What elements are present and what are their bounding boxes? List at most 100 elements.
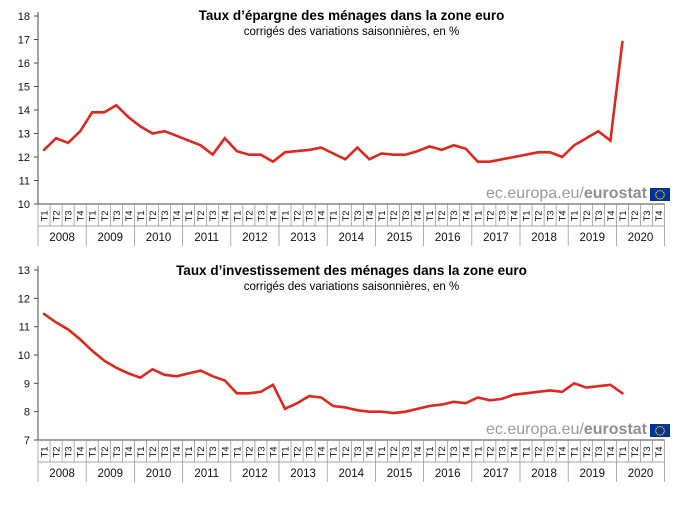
quarter-label: T2 <box>437 210 448 221</box>
year-label: 2014 <box>339 468 365 480</box>
y-tick-label: 9 <box>24 378 30 390</box>
year-label: 2008 <box>49 468 75 480</box>
quarter-label: T2 <box>485 446 496 457</box>
quarter-label: T2 <box>196 210 207 221</box>
quarter-label: T2 <box>100 210 111 221</box>
quarter-label: T4 <box>76 446 87 457</box>
year-label: 2017 <box>483 468 509 480</box>
quarter-label: T3 <box>160 210 171 221</box>
quarter-label: T1 <box>136 446 147 457</box>
quarter-label: T4 <box>76 210 87 221</box>
quarter-label: T2 <box>582 210 593 221</box>
quarter-label: T1 <box>425 210 436 221</box>
quarter-label: T3 <box>401 210 412 221</box>
quarter-label: T4 <box>172 446 183 457</box>
quarter-label: T2 <box>534 210 545 221</box>
year-label: 2019 <box>580 468 606 480</box>
year-label: 2020 <box>628 232 654 244</box>
quarter-label: T1 <box>425 446 436 457</box>
y-tick-label: 17 <box>18 35 30 47</box>
quarter-label: T3 <box>256 210 267 221</box>
year-label: 2020 <box>628 468 654 480</box>
quarter-label: T1 <box>522 210 533 221</box>
quarter-label: T3 <box>546 210 557 221</box>
quarter-label: T1 <box>570 446 581 457</box>
year-label: 2010 <box>146 468 172 480</box>
quarter-label: T4 <box>124 446 135 457</box>
quarter-label: T1 <box>88 210 99 221</box>
quarter-label: T1 <box>473 446 484 457</box>
quarter-label: T3 <box>305 446 316 457</box>
quarter-label: T4 <box>654 210 665 221</box>
quarter-label: T3 <box>497 446 508 457</box>
y-tick-label: 11 <box>19 176 30 188</box>
year-label: 2009 <box>98 468 124 480</box>
quarter-label: T3 <box>112 210 123 221</box>
quarter-label: T3 <box>642 446 653 457</box>
quarter-label: T2 <box>148 210 159 221</box>
eurostat-watermark: ec.europa.eu/eurostat <box>486 185 670 202</box>
watermark-eurostat-label: eurostat <box>583 185 647 202</box>
quarter-label: T3 <box>64 210 75 221</box>
watermark-url-prefix: ec.europa.eu/ <box>486 421 584 438</box>
year-label: 2018 <box>531 468 557 480</box>
quarter-label: T4 <box>606 446 617 457</box>
quarter-label: T4 <box>268 446 279 457</box>
quarter-label: T3 <box>160 446 171 457</box>
quarter-label: T3 <box>449 210 460 221</box>
quarter-label: T4 <box>461 446 472 457</box>
quarter-label: T4 <box>365 446 376 457</box>
quarter-label: T3 <box>208 446 219 457</box>
quarter-label: T2 <box>630 446 641 457</box>
quarter-label: T1 <box>618 210 629 221</box>
quarter-label: T4 <box>509 210 520 221</box>
eu-flag-icon <box>650 187 670 201</box>
quarter-label: T1 <box>184 210 195 221</box>
year-label: 2015 <box>387 232 413 244</box>
year-label: 2013 <box>290 232 316 244</box>
quarter-label: T1 <box>570 210 581 221</box>
quarter-label: T4 <box>461 210 472 221</box>
y-tick-label: 15 <box>18 82 30 94</box>
eurostat-watermark: ec.europa.eu/eurostat <box>486 421 670 438</box>
quarter-label: T2 <box>52 446 63 457</box>
quarter-label: T1 <box>40 446 51 457</box>
quarter-label: T1 <box>40 210 51 221</box>
y-tick-label: 12 <box>18 152 30 164</box>
quarter-label: T2 <box>630 210 641 221</box>
y-tick-label: 12 <box>18 293 30 305</box>
quarter-label: T3 <box>401 446 412 457</box>
quarter-label: T2 <box>148 446 159 457</box>
quarter-label: T2 <box>485 210 496 221</box>
quarter-label: T4 <box>220 446 231 457</box>
quarter-label: T2 <box>534 446 545 457</box>
year-label: 2016 <box>435 232 461 244</box>
quarter-label: T3 <box>642 210 653 221</box>
year-label: 2018 <box>531 232 557 244</box>
y-tick-label: 10 <box>18 350 30 362</box>
year-label: 2008 <box>49 232 75 244</box>
watermark-url-prefix: ec.europa.eu/ <box>486 185 584 202</box>
quarter-label: T1 <box>377 446 388 457</box>
quarter-label: T1 <box>232 446 243 457</box>
quarter-label: T4 <box>317 210 328 221</box>
quarter-label: T2 <box>437 446 448 457</box>
quarter-label: T3 <box>594 446 605 457</box>
quarter-label: T3 <box>353 210 364 221</box>
quarter-label: T3 <box>594 210 605 221</box>
quarter-label: T1 <box>281 210 292 221</box>
quarter-label: T4 <box>317 446 328 457</box>
quarter-label: T2 <box>244 446 255 457</box>
quarter-label: T1 <box>281 446 292 457</box>
quarter-label: T3 <box>497 210 508 221</box>
quarter-label: T2 <box>196 446 207 457</box>
year-label: 2015 <box>387 468 413 480</box>
quarter-label: T1 <box>377 210 388 221</box>
y-tick-label: 10 <box>18 199 30 211</box>
quarter-label: T4 <box>220 210 231 221</box>
quarter-label: T4 <box>172 210 183 221</box>
year-label: 2017 <box>483 232 509 244</box>
